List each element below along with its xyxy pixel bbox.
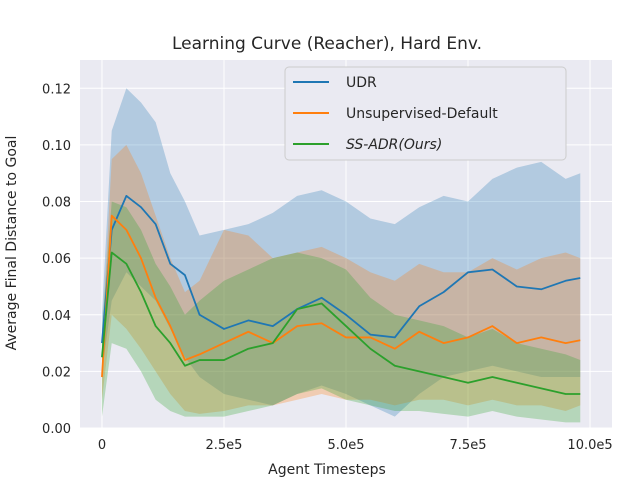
- x-tick-label: 10.0e5: [567, 438, 612, 453]
- y-tick-label: 0.04: [42, 309, 71, 324]
- y-tick-label: 0.06: [42, 252, 71, 267]
- legend-label-unsupervised-default: Unsupervised-Default: [346, 106, 498, 122]
- series-lines: [101, 194, 581, 395]
- chart-title: Learning Curve (Reacher), Hard Env.: [172, 34, 482, 54]
- y-tick-label: 0.02: [42, 365, 71, 380]
- x-tick-label: 5.0e5: [328, 438, 365, 453]
- y-tick-label: 0.00: [42, 422, 71, 437]
- legend-label-udr: UDR: [346, 75, 377, 91]
- y-axis-label: Average Final Distance to Goal: [4, 136, 20, 351]
- x-axis-label: Agent Timesteps: [268, 462, 386, 478]
- x-tick-label: 0: [98, 438, 106, 453]
- x-tick-label: 7.5e5: [450, 438, 487, 453]
- y-tick-label: 0.10: [42, 139, 71, 154]
- line-unsupervised-default: [101, 214, 581, 378]
- band-udr: [101, 88, 581, 417]
- y-tick-label: 0.12: [42, 82, 71, 97]
- line-ss-adr-ours: [101, 251, 581, 395]
- x-tick-label: 2.5e5: [206, 438, 243, 453]
- tick-labels: 0 2.5e5 5.0e5 7.5e5 10.0e5 0.00 0.02 0.04 0.06 0.…: [42, 82, 613, 453]
- band-unsupervised-default: [101, 144, 581, 414]
- line-udr: [101, 194, 581, 344]
- legend-label-ss-adr: SS-ADR(Ours): [346, 137, 442, 153]
- legend-box: [284, 66, 567, 161]
- y-tick-label: 0.08: [42, 196, 71, 211]
- legend: UDR Unsupervised-Default SS-ADR(Ours): [284, 66, 567, 161]
